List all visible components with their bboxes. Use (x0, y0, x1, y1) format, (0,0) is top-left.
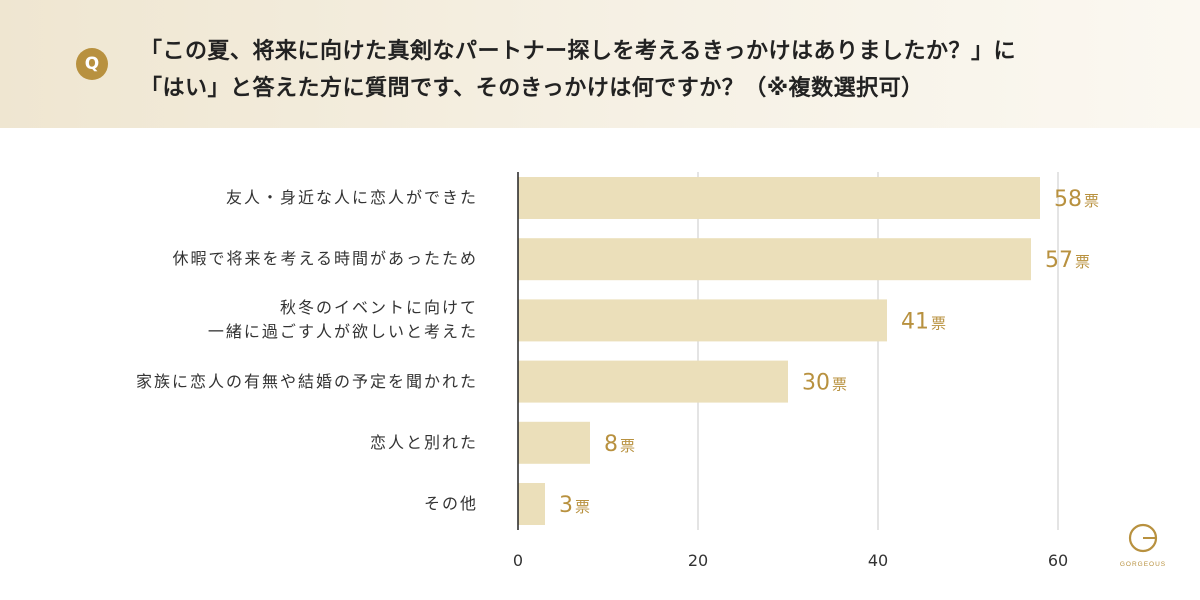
bar-value-label: 41 票 (901, 309, 946, 334)
x-tick-label: 40 (868, 551, 888, 570)
bar-value-label: 30 票 (802, 371, 847, 396)
bar (518, 299, 887, 342)
category-label: 恋人と別れた (370, 431, 478, 455)
bar-value-number: 8 (604, 432, 618, 457)
bar-value-suffix: 票 (832, 376, 847, 394)
bar-value-label: 58 票 (1054, 187, 1099, 212)
bar-value-suffix: 票 (1084, 192, 1099, 210)
question-header: Q 「この夏、将来に向けた真剣なパートナー探しを考えるきっかけはありましたか？」… (0, 0, 1200, 128)
category-label: その他 (424, 492, 478, 516)
category-label: 友人・身近な人に恋人ができた (226, 186, 478, 210)
category-label-line: その他 (423, 494, 478, 513)
bar (518, 421, 590, 464)
category-label-line: 休暇で将来を考える時間があったため (172, 249, 478, 269)
bar-value-suffix: 票 (620, 437, 635, 455)
bar-value-number: 58 (1054, 187, 1082, 212)
bar-value-suffix: 票 (931, 314, 946, 332)
bar-value-suffix: 票 (575, 498, 590, 516)
bar-value-number: 57 (1045, 248, 1073, 273)
bar (518, 238, 1031, 281)
bar-value-suffix: 票 (1075, 253, 1090, 271)
bar (518, 360, 788, 403)
x-tick-label: 20 (688, 551, 708, 570)
question-text-line-2: 「はい」と答えた方に質問です、そのきっかけは何ですか？（※複数選択可） (140, 76, 924, 101)
category-label-line: 恋人と別れた (369, 432, 478, 452)
category-label-line: 秋冬のイベントに向けて (279, 298, 478, 318)
category-label-line: 家族に恋人の有無や結婚の予定を聞かれた (135, 371, 478, 391)
bar-value-label: 57 票 (1045, 248, 1090, 273)
question-text-line-1: 「この夏、将来に向けた真剣なパートナー探しを考えるきっかけはありましたか？」に (140, 39, 1016, 64)
bar (518, 483, 545, 525)
logo-text: GORGEOUS (1120, 561, 1166, 568)
gorgeous-logo: GORGEOUS (1120, 523, 1166, 568)
bar-value-number: 3 (559, 493, 573, 518)
category-label-line: 一緒に過ごす人が欲しいと考えた (207, 322, 478, 342)
bar-value-number: 41 (901, 309, 929, 334)
category-label: 秋冬のイベントに向けて一緒に過ごす人が欲しいと考えた (208, 296, 478, 344)
category-label-line: 友人・身近な人に恋人ができた (225, 188, 478, 207)
question-badge: Q (76, 48, 108, 80)
x-tick-label: 60 (1048, 551, 1068, 570)
category-label: 休暇で将来を考える時間があったため (172, 247, 478, 271)
bar-value-number: 30 (802, 371, 830, 396)
category-label: 家族に恋人の有無や結婚の予定を聞かれた (136, 370, 478, 394)
bar (518, 177, 1040, 219)
x-tick-label: 0 (513, 551, 523, 570)
